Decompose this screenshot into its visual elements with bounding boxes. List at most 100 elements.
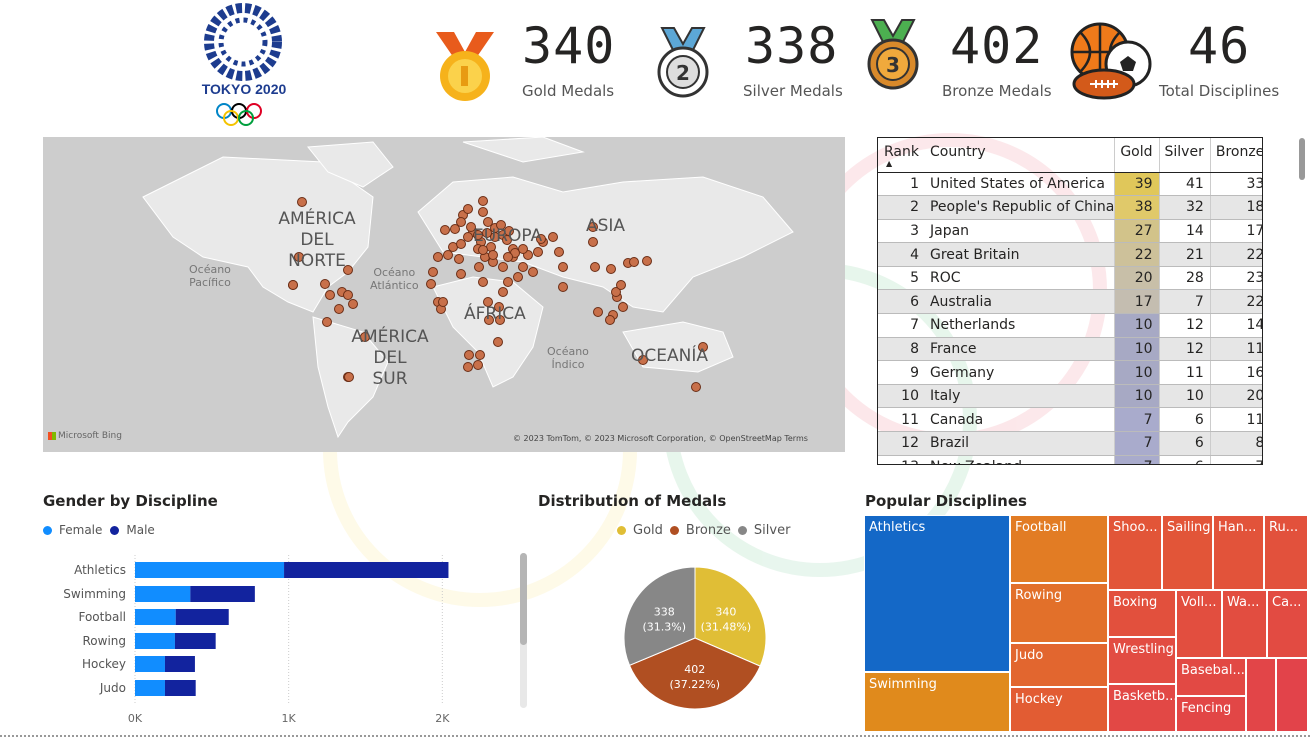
table-row[interactable]: 2 People's Republic of China 38 32 18 — [878, 195, 1262, 220]
tile-fencing[interactable]: Fencing — [1176, 696, 1246, 732]
legend-gold-label[interactable]: Gold — [633, 523, 663, 538]
table-scrollbar[interactable] — [1299, 138, 1305, 180]
bar-female[interactable] — [135, 609, 176, 625]
map-point[interactable] — [463, 204, 473, 214]
bar-male[interactable] — [284, 562, 449, 578]
table-row[interactable]: 5 ROC 20 28 23 — [878, 266, 1262, 291]
medal-pie-chart[interactable]: 340 (31.48%) 402 (37.22%) 338 (31.3%) — [615, 558, 775, 718]
header-gold[interactable]: Gold — [1114, 138, 1160, 173]
pie-slice-gold[interactable] — [694, 566, 767, 667]
header-country[interactable]: Country — [924, 138, 1115, 173]
map-point[interactable] — [294, 252, 304, 262]
tile-water-polo[interactable]: Wa... — [1222, 590, 1267, 658]
map-point[interactable] — [518, 244, 528, 254]
tile-small-1[interactable] — [1246, 658, 1276, 732]
gender-bar-chart[interactable]: 0K 1K 2K Athletics Swimming Football Rowing Hoc… — [40, 550, 520, 730]
tile-baseball[interactable]: Basebal... — [1176, 658, 1246, 696]
medal-table[interactable]: Rank ▲ Country Gold Silver Bronze 1 Unite… — [877, 137, 1263, 465]
map-point[interactable] — [606, 264, 616, 274]
bar-male[interactable] — [175, 609, 229, 625]
map-point[interactable] — [454, 254, 464, 264]
tile-rugby[interactable]: Ru... — [1264, 515, 1308, 590]
map-point[interactable] — [484, 315, 494, 325]
map-point[interactable] — [528, 267, 538, 277]
table-row[interactable]: 13New Zealand767 — [878, 455, 1262, 464]
map-point[interactable] — [463, 232, 473, 242]
tile-basketball[interactable]: Basketb... — [1108, 684, 1176, 732]
map-point[interactable] — [590, 262, 600, 272]
table-row[interactable]: 11 Canada 7 6 11 — [878, 407, 1262, 433]
map-point[interactable] — [464, 350, 474, 360]
bar-male[interactable] — [164, 680, 196, 696]
table-row[interactable]: 12Brazil768 — [878, 431, 1262, 456]
map-point[interactable] — [616, 280, 626, 290]
table-row[interactable]: 3 Japan 27 14 17 — [878, 219, 1262, 244]
map-point[interactable] — [503, 277, 513, 287]
map-point[interactable] — [488, 250, 498, 260]
map-point[interactable] — [320, 279, 330, 289]
map-point[interactable] — [483, 217, 493, 227]
map-point[interactable] — [344, 372, 354, 382]
map-point[interactable] — [691, 382, 701, 392]
map-point[interactable] — [642, 256, 652, 266]
map-point[interactable] — [554, 247, 564, 257]
map-point[interactable] — [288, 280, 298, 290]
map-point[interactable] — [325, 290, 335, 300]
bar-female[interactable] — [135, 586, 191, 602]
map-point[interactable] — [322, 317, 332, 327]
table-row[interactable]: 6 Australia 17 7 22 — [878, 289, 1262, 315]
map-point[interactable] — [343, 290, 353, 300]
map-point[interactable] — [360, 332, 370, 342]
map-point[interactable] — [334, 304, 344, 314]
map-point[interactable] — [618, 302, 628, 312]
world-map[interactable]: AMÉRICA DEL NORTE AMÉRICA DEL SUR EUROPA… — [43, 137, 845, 452]
map-point[interactable] — [438, 297, 448, 307]
tile-judo[interactable]: Judo — [1010, 643, 1108, 687]
map-point[interactable] — [588, 222, 598, 232]
tile-shooting[interactable]: Shoo... — [1108, 515, 1162, 590]
map-point[interactable] — [504, 226, 514, 236]
map-point[interactable] — [474, 262, 484, 272]
map-point[interactable] — [518, 262, 528, 272]
map-point[interactable] — [475, 350, 485, 360]
tile-boxing[interactable]: Boxing — [1108, 590, 1176, 637]
map-point[interactable] — [443, 250, 453, 260]
map-point[interactable] — [463, 362, 473, 372]
bar-male[interactable] — [174, 633, 216, 649]
pie-slice-bronze[interactable] — [628, 637, 761, 710]
legend-male-label[interactable]: Male — [126, 523, 155, 537]
tile-athletics[interactable]: Athletics — [864, 515, 1010, 672]
map-point[interactable] — [456, 217, 466, 227]
bar-female[interactable] — [135, 633, 175, 649]
tile-football[interactable]: Football — [1010, 515, 1108, 583]
map-point[interactable] — [482, 228, 492, 238]
map-point[interactable] — [494, 302, 504, 312]
map-attribution[interactable]: © 2023 TomTom, © 2023 Microsoft Corporat… — [513, 434, 808, 443]
bar-male[interactable] — [190, 586, 255, 602]
table-row[interactable]: 10 Italy 10 10 20 — [878, 384, 1262, 409]
gender-chart-scrollbar-thumb[interactable] — [520, 553, 527, 645]
map-point[interactable] — [478, 207, 488, 217]
header-silver[interactable]: Silver — [1158, 138, 1211, 173]
bar-female[interactable] — [135, 656, 165, 672]
map-canvas[interactable] — [43, 137, 845, 452]
map-point[interactable] — [456, 269, 466, 279]
map-point[interactable] — [638, 355, 648, 365]
table-row[interactable]: 8 France 10 12 11 — [878, 337, 1262, 362]
map-point[interactable] — [536, 234, 546, 244]
map-point[interactable] — [698, 342, 708, 352]
table-row[interactable]: 1 United States of America 39 41 33 — [878, 172, 1262, 197]
map-point[interactable] — [611, 287, 621, 297]
map-point[interactable] — [433, 252, 443, 262]
gender-chart-scrollbar-track[interactable] — [520, 553, 527, 708]
disciplines-treemap[interactable]: Athletics Swimming Football Rowing Judo … — [864, 515, 1308, 732]
map-point[interactable] — [466, 222, 476, 232]
table-row[interactable]: 9 Germany 10 11 16 — [878, 360, 1262, 385]
map-point[interactable] — [348, 299, 358, 309]
tile-small-2[interactable] — [1276, 658, 1308, 732]
header-bronze[interactable]: Bronze — [1209, 138, 1262, 173]
tile-handball[interactable]: Han... — [1213, 515, 1264, 590]
map-point[interactable] — [450, 224, 460, 234]
map-point[interactable] — [513, 272, 523, 282]
map-point[interactable] — [588, 237, 598, 247]
